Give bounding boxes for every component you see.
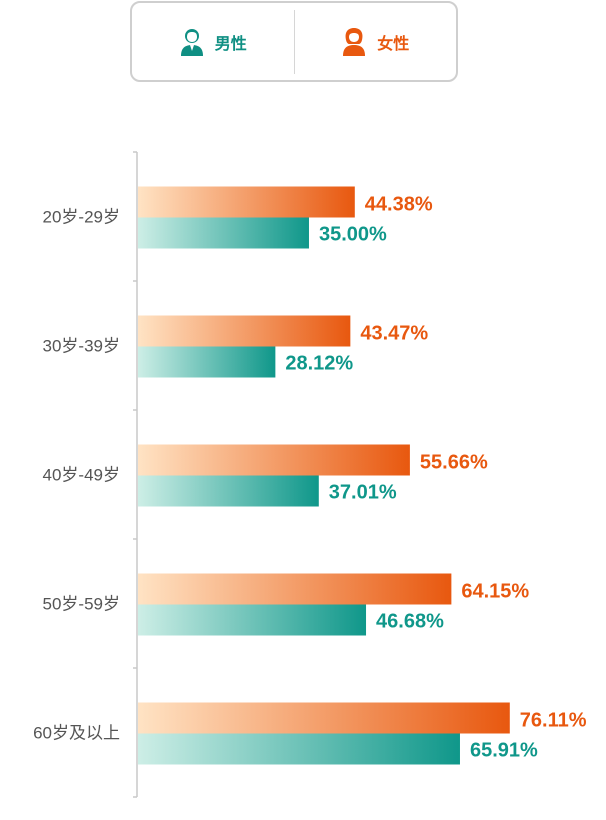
chart-legend: 男性 女性: [130, 1, 458, 82]
bar-female: [138, 573, 452, 605]
legend-item-male: 男性: [132, 3, 294, 80]
value-label-male: 35.00%: [319, 224, 387, 246]
bar-male: [138, 217, 309, 249]
value-label-female: 55.66%: [420, 452, 488, 474]
legend-divider: [293, 9, 295, 74]
category-label: 50岁-59岁: [43, 595, 120, 614]
category-label: 20岁-29岁: [43, 208, 120, 227]
value-label-male: 65.91%: [470, 740, 538, 762]
category-label: 40岁-49岁: [43, 466, 120, 485]
value-label-male: 46.68%: [376, 611, 444, 633]
legend-male-label: 男性: [214, 35, 247, 53]
bar-female: [138, 702, 510, 734]
bar-female: [138, 315, 351, 347]
value-label-male: 28.12%: [285, 353, 353, 375]
legend-female-label: 女性: [377, 35, 410, 53]
legend-item-female: 女性: [295, 3, 457, 80]
value-label-female: 64.15%: [461, 581, 529, 603]
bar-male: [138, 733, 460, 765]
bar-female: [138, 444, 410, 476]
value-label-female: 44.38%: [365, 194, 433, 216]
category-label: 30岁-39岁: [43, 337, 120, 356]
bar-male: [138, 475, 319, 507]
value-label-female: 76.11%: [520, 710, 587, 732]
bar-male: [138, 346, 276, 378]
male-user-icon: [180, 28, 203, 56]
female-user-icon: [343, 27, 366, 56]
bar-female: [138, 186, 355, 218]
value-label-male: 37.01%: [329, 482, 397, 504]
bar-male: [138, 604, 367, 636]
category-label: 60岁及以上: [33, 724, 120, 743]
value-label-female: 43.47%: [360, 323, 428, 345]
